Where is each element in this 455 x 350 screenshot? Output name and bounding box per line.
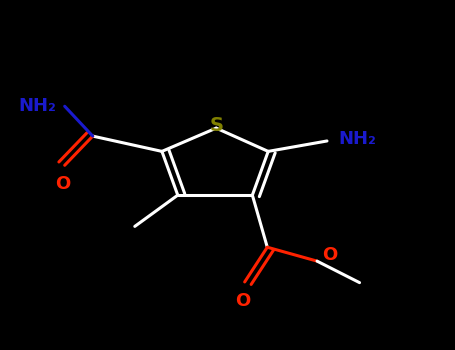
Text: NH₂: NH₂ bbox=[19, 97, 56, 115]
Text: O: O bbox=[235, 292, 250, 310]
Text: O: O bbox=[55, 175, 70, 193]
Text: S: S bbox=[209, 116, 223, 135]
Text: O: O bbox=[323, 246, 338, 264]
Text: NH₂: NH₂ bbox=[339, 130, 376, 148]
